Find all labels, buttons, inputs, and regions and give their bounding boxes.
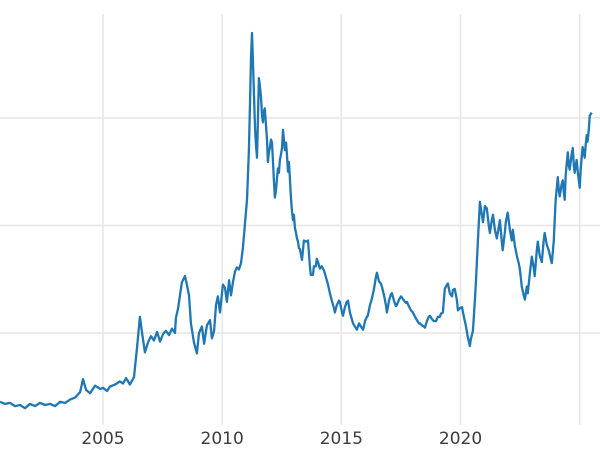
gridlines: [0, 14, 600, 425]
series-price: [0, 31, 593, 410]
x-tick-label-2005: 2005: [81, 429, 125, 449]
x-tick-label-2010: 2010: [200, 429, 244, 449]
x-tick-label-2015: 2015: [319, 429, 363, 449]
x-tick-label-2020: 2020: [438, 429, 483, 449]
price-line-series: [0, 31, 593, 410]
